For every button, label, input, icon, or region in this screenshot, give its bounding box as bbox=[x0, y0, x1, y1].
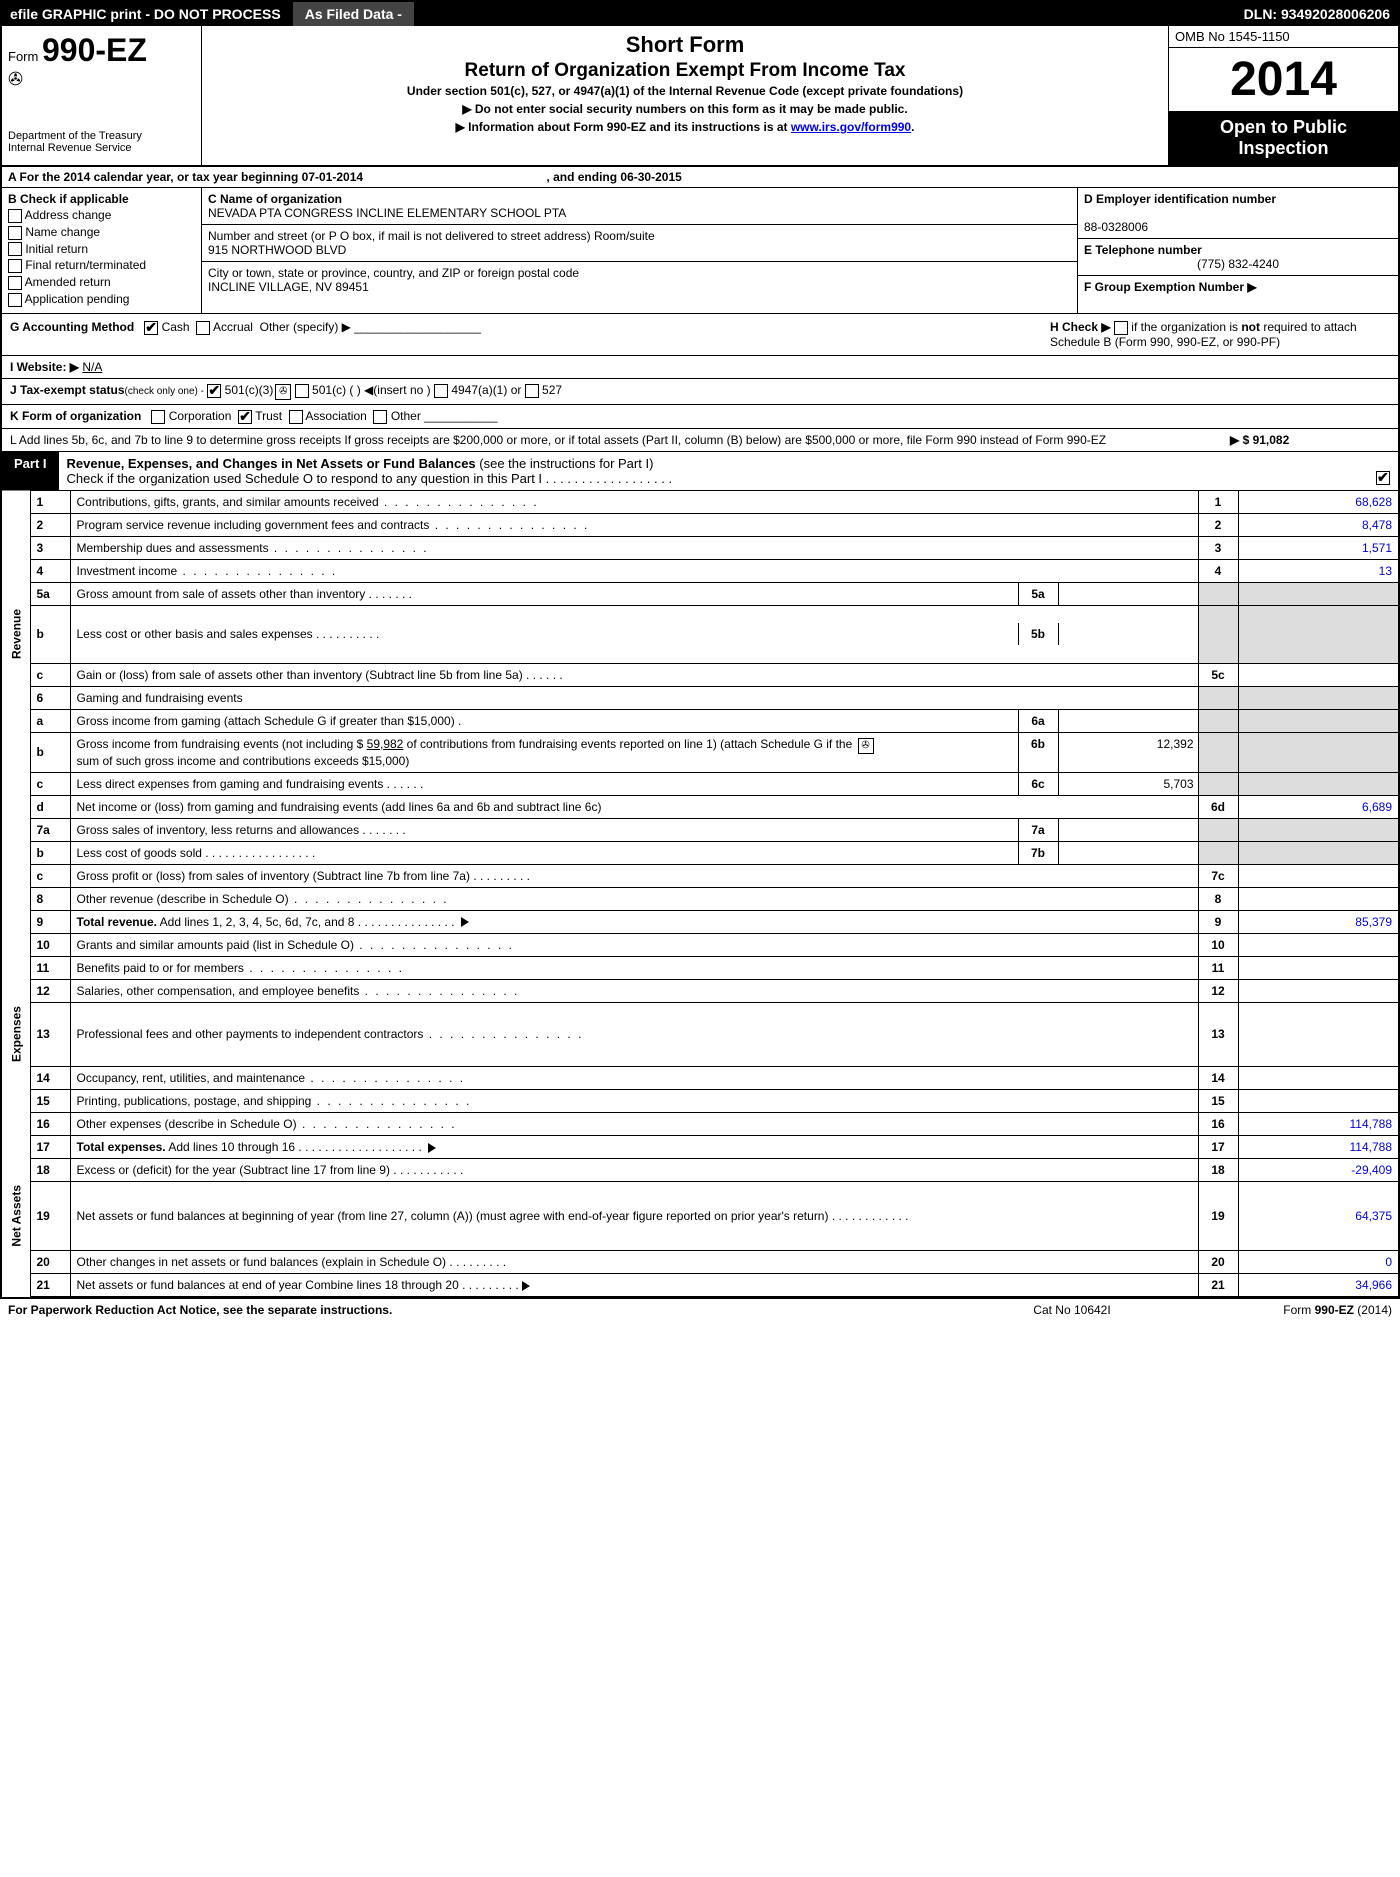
row-k-formorg: K Form of organization Corporation Trust… bbox=[2, 405, 1398, 429]
page-footer: For Paperwork Reduction Act Notice, see … bbox=[0, 1299, 1400, 1321]
short-form-title: Short Form bbox=[212, 32, 1158, 58]
org-name: NEVADA PTA CONGRESS INCLINE ELEMENTARY S… bbox=[208, 206, 566, 220]
cb-initial-return[interactable] bbox=[8, 242, 22, 256]
cb-corporation[interactable] bbox=[151, 410, 165, 424]
part1-label: Part I bbox=[2, 452, 59, 490]
side-expenses: Expenses bbox=[2, 1002, 30, 1066]
form-number: 990-EZ bbox=[42, 32, 147, 68]
open-inspection: Open to Public Inspection bbox=[1169, 111, 1398, 165]
row-l-grossreceipts: L Add lines 5b, 6c, and 7b to line 9 to … bbox=[2, 429, 1398, 452]
g-label: G Accounting Method bbox=[10, 320, 134, 334]
val-1: 68,628 bbox=[1238, 491, 1398, 514]
paperwork-notice: For Paperwork Reduction Act Notice, see … bbox=[8, 1303, 972, 1317]
col-b-head: B Check if applicable bbox=[8, 192, 129, 206]
title-col: Short Form Return of Organization Exempt… bbox=[202, 26, 1168, 165]
form-header: Form 990-EZ ✇ Department of the Treasury… bbox=[2, 26, 1398, 167]
cb-schedule-b[interactable] bbox=[1114, 321, 1128, 335]
val-6c: 5,703 bbox=[1058, 773, 1198, 795]
city-label: City or town, state or province, country… bbox=[208, 266, 579, 280]
val-21: 34,966 bbox=[1238, 1274, 1398, 1297]
cb-other[interactable] bbox=[373, 410, 387, 424]
val-16: 114,788 bbox=[1238, 1112, 1398, 1135]
cat-no: Cat No 10642I bbox=[972, 1303, 1172, 1317]
ein: 88-0328006 bbox=[1084, 220, 1148, 234]
val-3: 1,571 bbox=[1238, 536, 1398, 559]
val-6d: 6,689 bbox=[1238, 795, 1398, 818]
phone: (775) 832-4240 bbox=[1084, 257, 1392, 271]
arrow-icon bbox=[522, 1281, 530, 1291]
year-col: OMB No 1545-1150 2014 Open to Public Ins… bbox=[1168, 26, 1398, 165]
l-value: ▶ $ 91,082 bbox=[1230, 433, 1390, 447]
val-2: 8,478 bbox=[1238, 513, 1398, 536]
subtitle: Under section 501(c), 527, or 4947(a)(1)… bbox=[212, 84, 1158, 98]
arrow-icon bbox=[461, 917, 469, 927]
note-link: ▶ Information about Form 990-EZ and its … bbox=[212, 120, 1158, 134]
d-label: D Employer identification number bbox=[1084, 192, 1276, 206]
topbar-dln: DLN: 93492028006206 bbox=[1236, 2, 1398, 26]
cb-cash[interactable] bbox=[144, 321, 158, 335]
c-label: C Name of organization bbox=[208, 192, 342, 206]
note-ssn: ▶ Do not enter social security numbers o… bbox=[212, 102, 1158, 116]
topbar-left: efile GRAPHIC print - DO NOT PROCESS bbox=[2, 2, 289, 26]
form-number-col: Form 990-EZ ✇ Department of the Treasury… bbox=[2, 26, 202, 165]
omb-number: OMB No 1545-1150 bbox=[1169, 26, 1398, 48]
val-19: 64,375 bbox=[1238, 1181, 1398, 1251]
cb-address-change[interactable] bbox=[8, 209, 22, 223]
cb-association[interactable] bbox=[289, 410, 303, 424]
tax-year: 2014 bbox=[1169, 48, 1398, 111]
city: INCLINE VILLAGE, NV 89451 bbox=[208, 280, 369, 294]
cb-trust[interactable] bbox=[238, 410, 252, 424]
side-netassets: Net Assets bbox=[2, 1181, 30, 1251]
section-bcd: B Check if applicable Address change Nam… bbox=[2, 188, 1398, 314]
side-revenue: Revenue bbox=[2, 605, 30, 663]
cb-schedule-o[interactable] bbox=[1376, 471, 1390, 485]
cb-amended-return[interactable] bbox=[8, 276, 22, 290]
col-d-ids: D Employer identification number 88-0328… bbox=[1078, 188, 1398, 313]
cb-application-pending[interactable] bbox=[8, 293, 22, 307]
val-20: 0 bbox=[1238, 1251, 1398, 1274]
form-prefix: Form bbox=[8, 49, 38, 64]
website-val: N/A bbox=[82, 360, 102, 374]
cb-accrual[interactable] bbox=[196, 321, 210, 335]
cb-final-return[interactable] bbox=[8, 259, 22, 273]
cb-501c[interactable] bbox=[295, 384, 309, 398]
dept-treasury: Department of the Treasury bbox=[8, 130, 195, 142]
row-j-taxexempt: J Tax-exempt status(check only one) - 50… bbox=[2, 379, 1398, 405]
efile-topbar: efile GRAPHIC print - DO NOT PROCESS As … bbox=[2, 2, 1398, 26]
street: 915 NORTHWOOD BLVD bbox=[208, 243, 346, 257]
street-label: Number and street (or P O box, if mail i… bbox=[208, 229, 655, 243]
part1-grid: 1 Contributions, gifts, grants, and simi… bbox=[2, 491, 1398, 1298]
cb-4947[interactable] bbox=[434, 384, 448, 398]
part1-header: Part I Revenue, Expenses, and Changes in… bbox=[2, 452, 1398, 491]
cb-name-change[interactable] bbox=[8, 226, 22, 240]
help-icon[interactable]: ✇ bbox=[858, 738, 874, 754]
val-9: 85,379 bbox=[1238, 910, 1398, 933]
cb-501c3[interactable] bbox=[207, 384, 221, 398]
e-label: E Telephone number bbox=[1084, 243, 1202, 257]
cb-527[interactable] bbox=[525, 384, 539, 398]
help-icon[interactable]: ✇ bbox=[275, 384, 291, 400]
row-i-website: I Website: ▶ N/A bbox=[2, 356, 1398, 379]
val-6b: 12,392 bbox=[1058, 733, 1198, 772]
col-b-checkboxes: B Check if applicable Address change Nam… bbox=[2, 188, 202, 313]
col-c-orginfo: C Name of organization NEVADA PTA CONGRE… bbox=[202, 188, 1078, 313]
irs-link[interactable]: www.irs.gov/form990 bbox=[791, 120, 911, 134]
row-g-h: G Accounting Method Cash Accrual Other (… bbox=[2, 314, 1398, 356]
val-17: 114,788 bbox=[1238, 1135, 1398, 1158]
topbar-mid: As Filed Data - bbox=[293, 2, 414, 26]
dept-irs: Internal Revenue Service bbox=[8, 142, 195, 154]
val-4: 13 bbox=[1238, 559, 1398, 582]
arrow-icon bbox=[428, 1143, 436, 1153]
form-page: efile GRAPHIC print - DO NOT PROCESS As … bbox=[0, 0, 1400, 1299]
main-title: Return of Organization Exempt From Incom… bbox=[212, 60, 1158, 82]
form-footer: Form 990-EZ (2014) bbox=[1172, 1303, 1392, 1317]
val-18: -29,409 bbox=[1238, 1158, 1398, 1181]
f-label: F Group Exemption Number ▶ bbox=[1084, 280, 1257, 294]
section-a-taxyear: A For the 2014 calendar year, or tax yea… bbox=[2, 167, 1398, 188]
